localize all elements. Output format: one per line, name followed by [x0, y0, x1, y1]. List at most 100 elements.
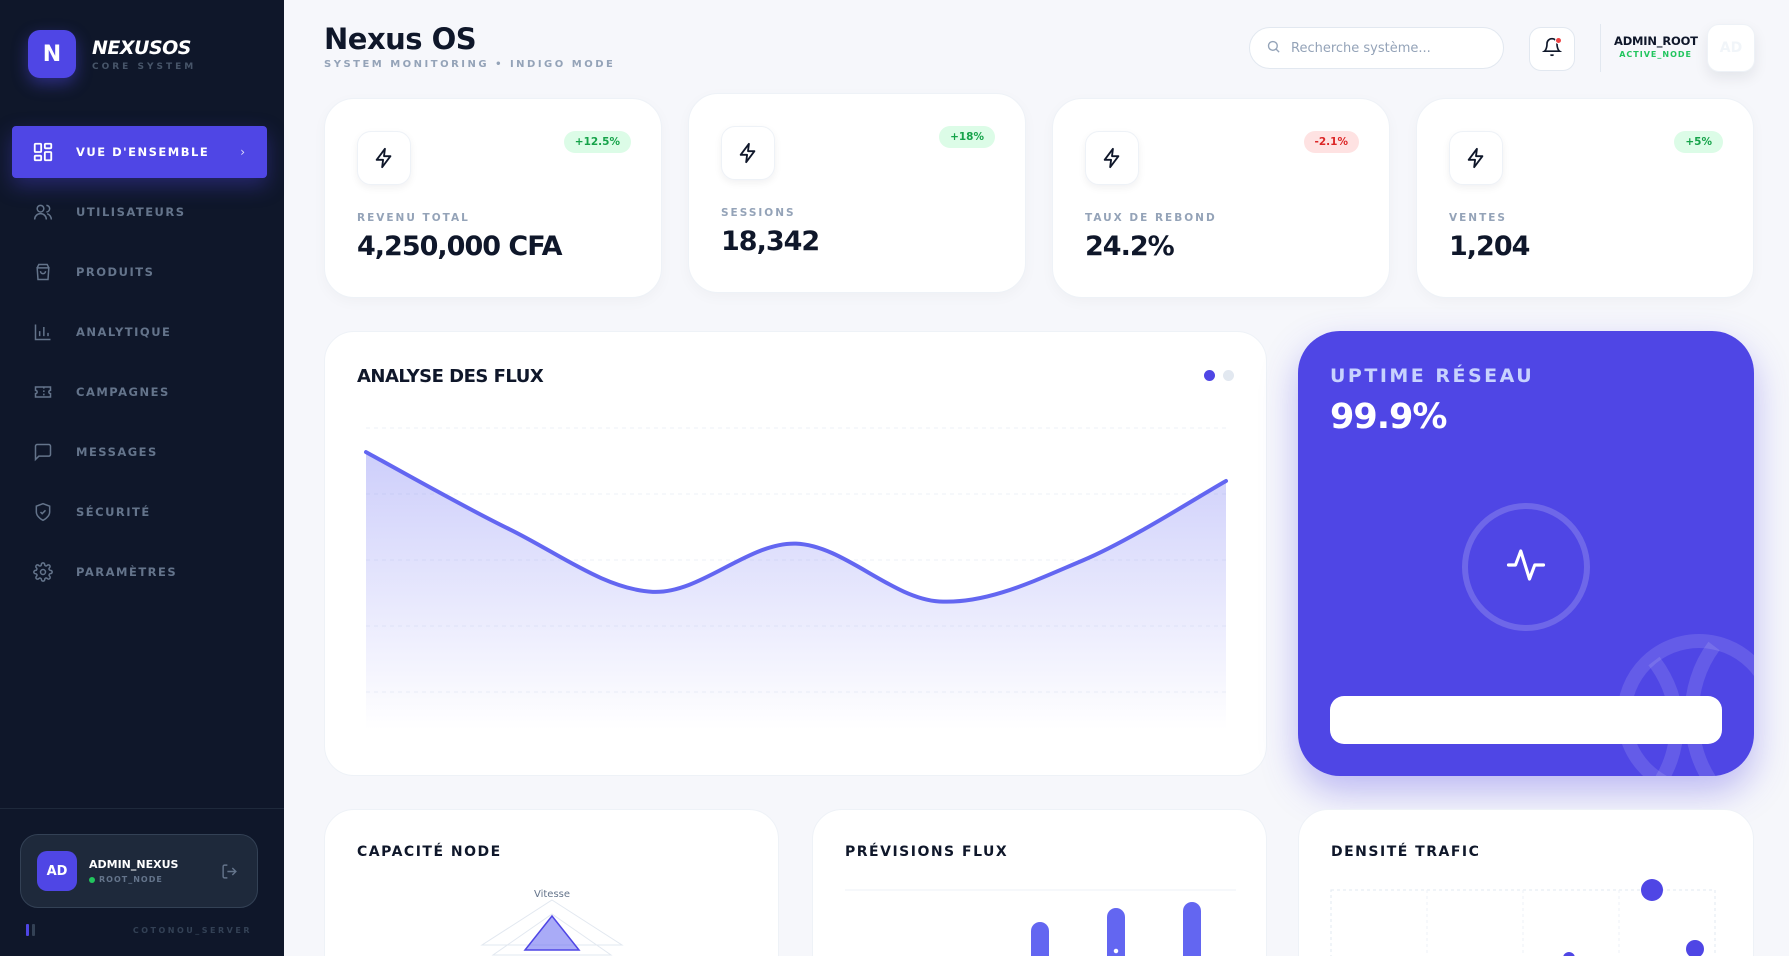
sidebar-item-messages[interactable]: MESSAGES — [12, 426, 267, 478]
sidebar-item-label: SÉCURITÉ — [76, 505, 151, 519]
header-user-status: ACTIVE_NODE — [1619, 50, 1692, 59]
stat-value: 1,204 — [1449, 231, 1530, 262]
sidebar-item-label: ANALYTIQUE — [76, 325, 172, 339]
lightning-icon — [721, 126, 775, 180]
sidebar-item-analytics[interactable]: ANALYTIQUE — [12, 306, 267, 358]
server-status: COTONOU_SERVER — [26, 924, 252, 936]
sidebar-item-settings[interactable]: PARAMÈTRES — [12, 546, 267, 598]
node-capacity-card: CAPACITÉ NODE Vitesse — [324, 809, 779, 956]
bar-chart-icon — [32, 321, 54, 343]
signal-bars-icon — [26, 924, 35, 936]
stat-label: SESSIONS — [721, 207, 796, 219]
card-title: CAPACITÉ NODE — [357, 844, 502, 860]
shopping-bag-icon — [32, 261, 54, 283]
sidebar-item-campaigns[interactable]: CAMPAGNES — [12, 366, 267, 418]
sidebar-item-label: MESSAGES — [76, 445, 158, 459]
forecast-bar — [1107, 908, 1125, 956]
radar-chart: Vitesse — [480, 889, 624, 956]
notification-dot — [1555, 37, 1562, 44]
card-title: PRÉVISIONS FLUX — [845, 844, 1009, 860]
server-label: COTONOU_SERVER — [132, 925, 252, 935]
search-input[interactable] — [1291, 40, 1491, 56]
lightning-icon — [1085, 131, 1139, 185]
flux-series-line — [364, 450, 1228, 604]
bell-icon — [1541, 37, 1563, 61]
density-point — [1686, 940, 1704, 956]
sidebar-item-label: CAMPAGNES — [76, 385, 170, 399]
header-user[interactable]: ADMIN_ROOT ACTIVE_NODE — [1614, 34, 1698, 59]
sidebar-item-users[interactable]: UTILISATEURS — [12, 186, 267, 238]
sidebar-item-label: VUE D'ENSEMBLE — [76, 145, 210, 159]
header-divider — [1600, 24, 1601, 72]
trend-badge: -2.1% — [1303, 131, 1359, 153]
traffic-density-card: DENSITÉ TRAFIC — [1298, 809, 1754, 956]
stat-card-bounce-rate[interactable]: -2.1% TAUX DE REBOND 24.2% — [1052, 98, 1390, 298]
flux-area-chart — [364, 427, 1228, 730]
sidebar-item-label: PRODUITS — [76, 265, 155, 279]
density-point — [1641, 879, 1663, 901]
logout-icon[interactable] — [217, 859, 241, 883]
sidebar-item-overview[interactable]: VUE D'ENSEMBLE › — [12, 126, 267, 178]
sidebar-user-card[interactable]: AD ADMIN_NEXUS ROOT_NODE — [20, 834, 258, 908]
density-point — [1563, 952, 1575, 956]
shield-icon — [32, 501, 54, 523]
sidebar: N NEXUSOS CORE SYSTEM VUE D'ENSEMBLE › U… — [0, 0, 284, 956]
stat-card-sales[interactable]: +5% VENTES 1,204 — [1416, 98, 1754, 298]
density-scatter-chart — [1330, 879, 1716, 956]
flux-forecast-card: PRÉVISIONS FLUX — [812, 809, 1267, 956]
brand[interactable]: N NEXUSOS CORE SYSTEM — [28, 30, 196, 78]
page-subtitle: SYSTEM MONITORING • INDIGO MODE — [324, 59, 616, 70]
trend-badge: +12.5% — [563, 131, 631, 153]
trend-badge: +5% — [1674, 131, 1723, 153]
uptime-label: UPTIME RÉSEAU — [1330, 365, 1535, 387]
forecast-chart — [845, 889, 1236, 956]
online-status-dot — [89, 876, 95, 883]
search-bar[interactable] — [1249, 27, 1504, 69]
stat-label: TAUX DE REBOND — [1085, 212, 1217, 224]
card-title: ANALYSE DES FLUX — [357, 366, 544, 387]
user-name: ADMIN_NEXUS — [89, 858, 179, 871]
stat-card-revenue[interactable]: +12.5% REVENU TOTAL 4,250,000 CFA — [324, 98, 662, 298]
sidebar-divider — [0, 808, 284, 809]
sidebar-item-label: PARAMÈTRES — [76, 565, 178, 579]
brand-logo: N — [28, 30, 76, 78]
stat-card-sessions[interactable]: +18% SESSIONS 18,342 — [688, 93, 1026, 293]
brand-subtitle: CORE SYSTEM — [92, 61, 197, 72]
page-title: Nexus OS — [324, 22, 477, 56]
stat-label: VENTES — [1449, 212, 1507, 224]
search-icon — [1266, 39, 1281, 58]
user-role: ROOT_NODE — [89, 875, 178, 884]
users-icon — [32, 201, 54, 223]
ticket-icon — [32, 381, 54, 403]
sidebar-nav: VUE D'ENSEMBLE › UTILISATEURS PRODUITS A… — [12, 126, 267, 606]
stat-label: REVENU TOTAL — [357, 212, 470, 224]
activity-icon — [1505, 544, 1547, 590]
user-role-label: ROOT_NODE — [99, 875, 163, 884]
uptime-progress-bar — [1330, 696, 1722, 744]
header-user-name: ADMIN_ROOT — [1614, 34, 1698, 48]
chevron-right-icon: › — [240, 145, 245, 159]
message-square-icon — [32, 441, 54, 463]
sidebar-item-security[interactable]: SÉCURITÉ — [12, 486, 267, 538]
pulse-ring — [1462, 503, 1590, 631]
pagination-dot[interactable] — [1223, 370, 1234, 381]
stat-value: 24.2% — [1085, 231, 1175, 262]
radar-axis-label: Vitesse — [534, 889, 570, 900]
notifications-button[interactable] — [1529, 27, 1575, 71]
sidebar-item-label: UTILISATEURS — [76, 205, 186, 219]
forecast-bar — [1031, 922, 1049, 956]
stat-value: 4,250,000 CFA — [357, 231, 562, 262]
pagination-dot-active[interactable] — [1204, 370, 1215, 381]
brand-name: NEXUSOS — [92, 36, 191, 59]
sidebar-item-products[interactable]: PRODUITS — [12, 246, 267, 298]
lightning-icon — [357, 131, 411, 185]
avatar: AD — [37, 851, 77, 891]
stat-value: 18,342 — [721, 226, 820, 257]
uptime-card: UPTIME RÉSEAU 99.9% — [1298, 331, 1754, 776]
forecast-bar — [1183, 902, 1201, 956]
lightning-icon — [1449, 131, 1503, 185]
avatar[interactable]: AD — [1707, 24, 1755, 72]
flux-area-fill — [366, 452, 1226, 730]
grid-icon — [32, 141, 54, 163]
trend-badge: +18% — [939, 126, 995, 148]
